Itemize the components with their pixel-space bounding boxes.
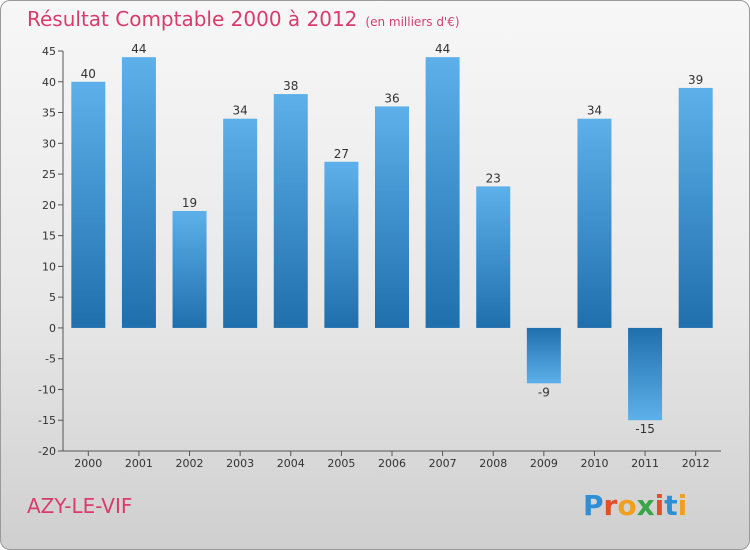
logo-letter: r bbox=[603, 489, 618, 522]
x-tick-label: 2000 bbox=[74, 457, 102, 470]
y-tick-label: -5 bbox=[45, 353, 56, 366]
data-label: 34 bbox=[587, 104, 602, 118]
bar-2010[interactable] bbox=[577, 118, 612, 328]
y-tick-label: 5 bbox=[49, 291, 56, 304]
data-label: 27 bbox=[334, 147, 349, 161]
y-tick-label: 45 bbox=[42, 45, 56, 58]
y-tick-label: -15 bbox=[38, 414, 56, 427]
x-tick-label: 2006 bbox=[378, 457, 406, 470]
data-label: 19 bbox=[182, 196, 197, 210]
x-tick-label: 2002 bbox=[176, 457, 204, 470]
x-tick-label: 2009 bbox=[530, 457, 558, 470]
chart-title-text: Résultat Comptable 2000 à 2012 bbox=[27, 7, 358, 31]
y-tick-label: 40 bbox=[42, 76, 56, 89]
y-tick-label: 20 bbox=[42, 199, 56, 212]
y-tick-label: 0 bbox=[49, 322, 56, 335]
x-tick-label: 2011 bbox=[631, 457, 659, 470]
y-tick-label: 10 bbox=[42, 260, 56, 273]
y-tick-label: 35 bbox=[42, 107, 56, 120]
proxiti-logo[interactable]: Proxiti bbox=[583, 489, 687, 522]
chart-subtitle: (en milliers d'€) bbox=[365, 15, 460, 29]
logo-letter: o bbox=[617, 489, 637, 522]
bar-2012[interactable] bbox=[678, 87, 713, 328]
y-tick-label: -20 bbox=[38, 445, 56, 458]
bar-2006[interactable] bbox=[375, 106, 409, 328]
data-label: 40 bbox=[81, 67, 96, 81]
data-label: 36 bbox=[384, 91, 399, 105]
x-tick-label: 2003 bbox=[226, 457, 254, 470]
bar-2000[interactable] bbox=[71, 81, 106, 328]
logo-letter: x bbox=[636, 489, 655, 522]
bar-2008[interactable] bbox=[476, 186, 511, 328]
data-label: 44 bbox=[131, 42, 146, 56]
x-tick-label: 2008 bbox=[479, 457, 507, 470]
bar-2007[interactable] bbox=[425, 57, 460, 328]
place-name: AZY-LE-VIF bbox=[27, 494, 133, 518]
x-tick-label: 2004 bbox=[277, 457, 305, 470]
data-label: 34 bbox=[233, 104, 248, 118]
logo-letter: t bbox=[664, 489, 678, 522]
x-tick-label: 2007 bbox=[429, 457, 457, 470]
bar-2009[interactable] bbox=[526, 327, 561, 384]
y-tick-label: -10 bbox=[38, 383, 56, 396]
logo-letter: P bbox=[583, 489, 604, 522]
logo-letter: i bbox=[654, 489, 665, 522]
y-tick-label: 30 bbox=[42, 137, 56, 150]
data-label: 38 bbox=[283, 79, 298, 93]
logo-letter: i bbox=[677, 489, 688, 522]
bar-2003[interactable] bbox=[223, 118, 258, 328]
data-label: -15 bbox=[635, 422, 655, 436]
bar-2004[interactable] bbox=[273, 94, 308, 328]
data-label: -9 bbox=[538, 385, 550, 399]
data-label: 23 bbox=[486, 171, 501, 185]
data-label: 44 bbox=[435, 42, 450, 56]
bar-2011[interactable] bbox=[628, 327, 663, 421]
bar-2001[interactable] bbox=[121, 57, 156, 328]
bar-2002[interactable] bbox=[172, 211, 207, 328]
bar-2005[interactable] bbox=[324, 161, 359, 328]
x-tick-label: 2012 bbox=[682, 457, 710, 470]
x-tick-label: 2005 bbox=[327, 457, 355, 470]
y-tick-label: 15 bbox=[42, 230, 56, 243]
data-label: 39 bbox=[688, 73, 703, 87]
x-tick-label: 2001 bbox=[125, 457, 153, 470]
chart-title: Résultat Comptable 2000 à 2012 (en millie… bbox=[27, 7, 460, 31]
y-tick-label: 25 bbox=[42, 168, 56, 181]
x-tick-label: 2010 bbox=[580, 457, 608, 470]
